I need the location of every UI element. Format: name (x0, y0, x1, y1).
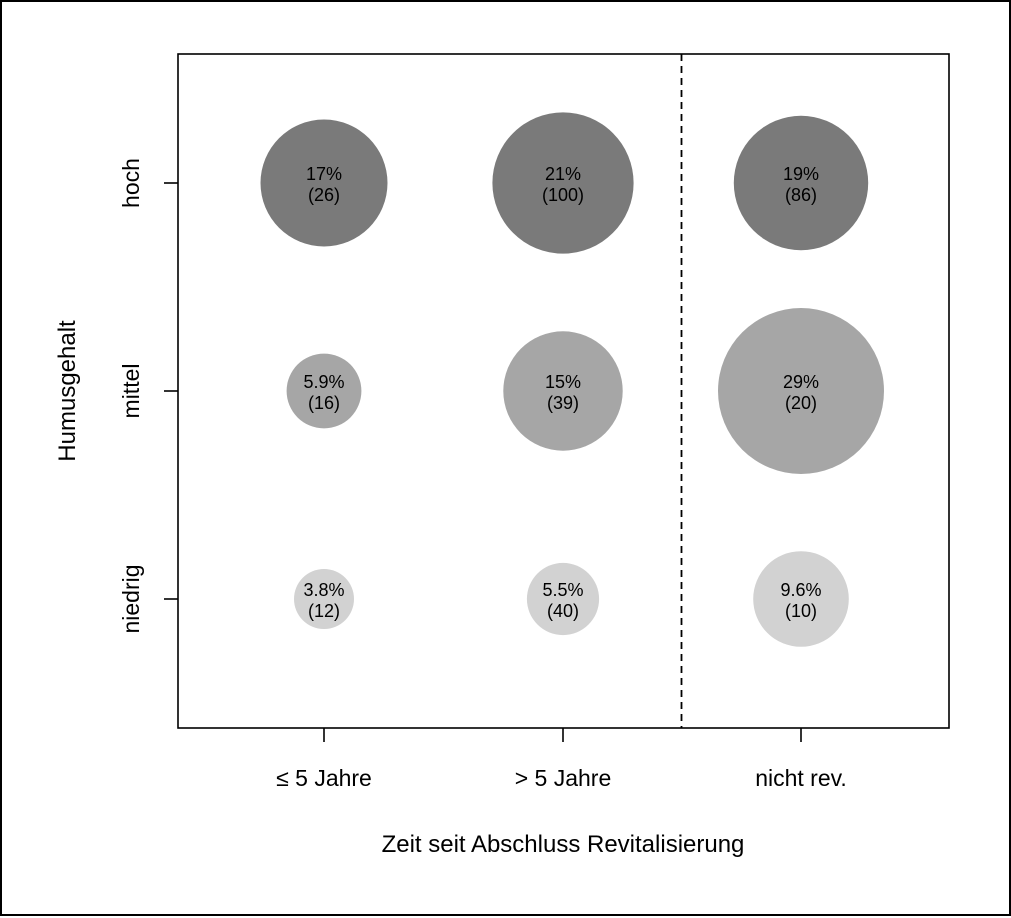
bubble (294, 569, 354, 629)
y-axis: niedrig mittel hoch (118, 158, 178, 634)
bubble-count-label: (16) (308, 393, 340, 413)
bubble (492, 112, 634, 254)
x-axis-title: Zeit seit Abschluss Revitalisierung (382, 831, 745, 858)
bubble-percent-label: 19% (783, 164, 819, 184)
bubble-mittel-0: 5.9%(16) (286, 353, 362, 429)
y-tick-label-hoch: hoch (118, 158, 144, 208)
bubble-count-label: (12) (308, 601, 340, 621)
bubble-niedrig-2: 9.6%(10) (753, 551, 849, 647)
bubble-percent-label: 29% (783, 372, 819, 392)
y-tick-label-niedrig: niedrig (118, 564, 144, 633)
bubble-count-label: (40) (547, 601, 579, 621)
bubble-percent-label: 15% (545, 372, 581, 392)
bubble-hoch-1: 21%(100) (492, 112, 634, 254)
bubble (733, 115, 869, 251)
bubble-percent-label: 21% (545, 164, 581, 184)
y-axis-title: Humusgehalt (54, 320, 81, 462)
bubble-layer: 17%(26) 21%(100) 19%(86) 5.9%(16) 15%(39) 29%… (260, 112, 884, 647)
x-tick-label-5-jahre: > 5 Jahre (515, 765, 612, 791)
bubble (503, 331, 623, 451)
bubble-hoch-2: 19%(86) (733, 115, 869, 251)
bubble-percent-label: 5.9% (303, 372, 344, 392)
bubble (260, 119, 388, 247)
bubble-hoch-0: 17%(26) (260, 119, 388, 247)
bubble (286, 353, 362, 429)
bubble (753, 551, 849, 647)
bubble-count-label: (100) (542, 185, 584, 205)
bubble (526, 562, 600, 636)
bubble-percent-label: 3.8% (303, 580, 344, 600)
bubble-percent-label: 17% (306, 164, 342, 184)
bubble-count-label: (39) (547, 393, 579, 413)
bubble-mittel-1: 15%(39) (503, 331, 623, 451)
bubble (718, 308, 884, 474)
x-axis: ≤ 5 Jahre > 5 Jahre nicht rev. (276, 728, 847, 791)
x-tick-label-nicht-rev: nicht rev. (755, 765, 847, 791)
bubble-niedrig-0: 3.8%(12) (294, 569, 354, 629)
y-tick-label-mittel: mittel (118, 364, 144, 419)
bubble-count-label: (20) (785, 393, 817, 413)
bubble-niedrig-1: 5.5%(40) (526, 562, 600, 636)
bubble-count-label: (10) (785, 601, 817, 621)
bubble-count-label: (26) (308, 185, 340, 205)
bubble-percent-label: 9.6% (780, 580, 821, 600)
bubble-mittel-2: 29%(20) (718, 308, 884, 474)
x-tick-label-5-jahre: ≤ 5 Jahre (276, 765, 372, 791)
bubble-percent-label: 5.5% (542, 580, 583, 600)
bubble-count-label: (86) (785, 185, 817, 205)
